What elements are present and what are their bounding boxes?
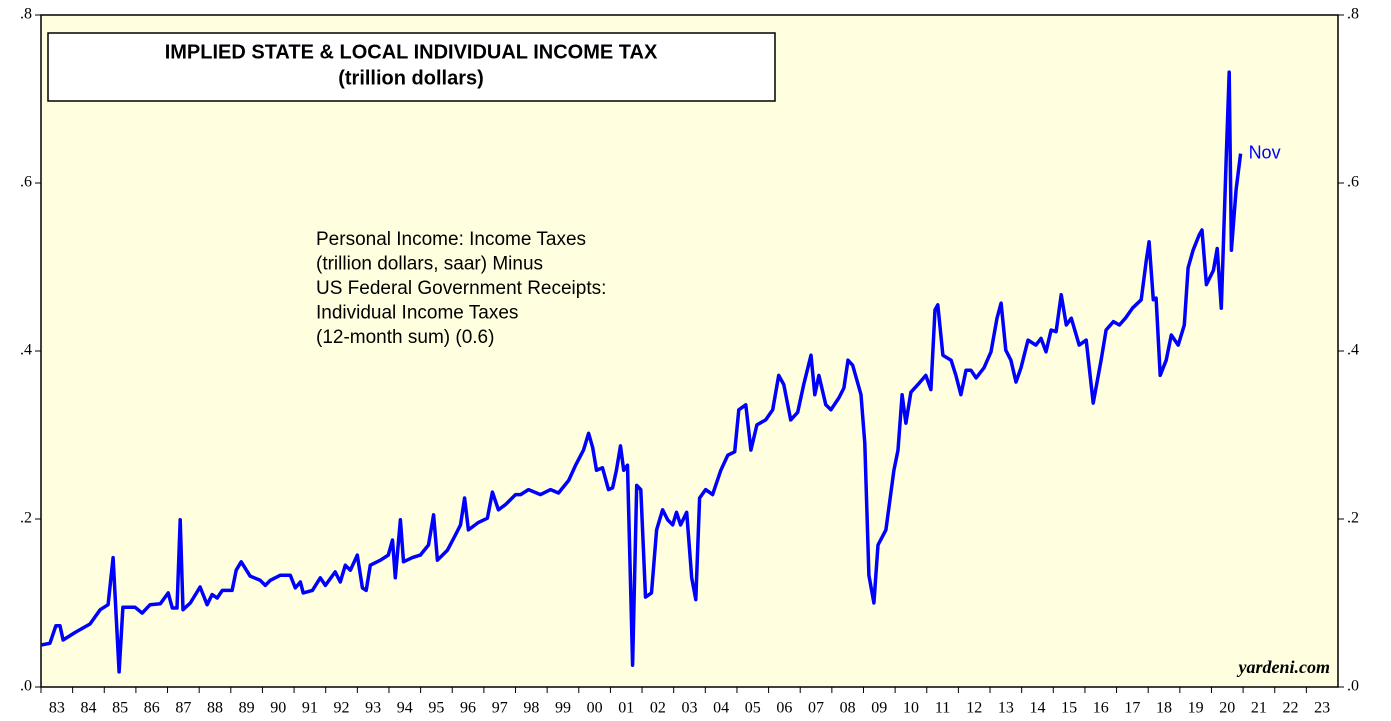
- x-tick-label: 15: [1061, 700, 1077, 717]
- x-tick-label: 95: [428, 700, 444, 717]
- annotation: Individual Income Taxes: [316, 303, 518, 324]
- x-tick-label: 87: [175, 700, 191, 717]
- x-tick-label: 85: [112, 700, 128, 717]
- x-tick-label: 12: [966, 700, 982, 717]
- x-tick-label: 94: [397, 700, 413, 717]
- y2-tick-label: .4: [1347, 342, 1359, 359]
- x-tick-label: 21: [1251, 700, 1267, 717]
- x-tick-label: 01: [618, 700, 634, 717]
- y2-tick-label: .2: [1347, 510, 1359, 527]
- x-tick-label: 86: [144, 700, 160, 717]
- x-tick-label: 91: [302, 700, 318, 717]
- x-tick-label: 92: [334, 700, 350, 717]
- chart-title: IMPLIED STATE & LOCAL INDIVIDUAL INCOME …: [165, 41, 658, 63]
- y-tick-label: .6: [20, 174, 32, 191]
- x-tick-label: 06: [776, 700, 792, 717]
- y2-tick-label: .6: [1347, 174, 1359, 191]
- x-tick-label: 98: [523, 700, 539, 717]
- y2-tick-label: .0: [1347, 678, 1359, 695]
- x-tick-label: 09: [871, 700, 887, 717]
- title-box: [47, 32, 776, 102]
- x-tick-label: 20: [1219, 700, 1235, 717]
- x-tick-label: 10: [903, 700, 919, 717]
- y2-tick-label: .8: [1347, 6, 1359, 23]
- x-tick-label: 89: [239, 700, 255, 717]
- annotation: (trillion dollars, saar) Minus: [316, 254, 543, 275]
- y-tick-label: .2: [20, 510, 32, 527]
- x-tick-label: 84: [80, 700, 96, 717]
- x-tick-label: 99: [555, 700, 571, 717]
- x-tick-label: 23: [1314, 700, 1330, 717]
- end-label: Nov: [1249, 142, 1281, 162]
- x-tick-label: 96: [460, 700, 476, 717]
- x-tick-label: 22: [1283, 700, 1299, 717]
- x-tick-label: 88: [207, 700, 223, 717]
- x-tick-label: 83: [49, 700, 65, 717]
- x-tick-label: 00: [587, 700, 603, 717]
- x-tick-label: 17: [1124, 700, 1140, 717]
- annotation: (12-month sum) (0.6): [316, 327, 494, 348]
- x-tick-label: 18: [1156, 700, 1172, 717]
- x-tick-label: 90: [270, 700, 286, 717]
- chart-subtitle: (trillion dollars): [338, 67, 484, 89]
- annotation: Personal Income: Income Taxes: [316, 229, 586, 250]
- annotation: US Federal Government Receipts:: [316, 278, 606, 299]
- x-tick-label: 07: [808, 700, 824, 717]
- y-tick-label: .0: [20, 678, 32, 695]
- x-tick-label: 05: [745, 700, 761, 717]
- y-tick-label: .4: [20, 342, 32, 359]
- x-tick-label: 13: [998, 700, 1014, 717]
- plot-area: [40, 14, 1339, 688]
- x-tick-label: 02: [650, 700, 666, 717]
- x-tick-label: 03: [682, 700, 698, 717]
- x-tick-label: 11: [935, 700, 950, 717]
- x-tick-label: 16: [1093, 700, 1109, 717]
- x-tick-label: 19: [1188, 700, 1204, 717]
- x-tick-label: 97: [492, 700, 508, 717]
- x-tick-label: 08: [840, 700, 856, 717]
- data-line: [40, 70, 1243, 674]
- x-tick-label: 93: [365, 700, 381, 717]
- x-tick-label: 04: [713, 700, 729, 717]
- x-tick-label: 14: [1029, 700, 1045, 717]
- y-tick-label: .8: [20, 6, 32, 23]
- source: yardeni.com: [1237, 657, 1331, 677]
